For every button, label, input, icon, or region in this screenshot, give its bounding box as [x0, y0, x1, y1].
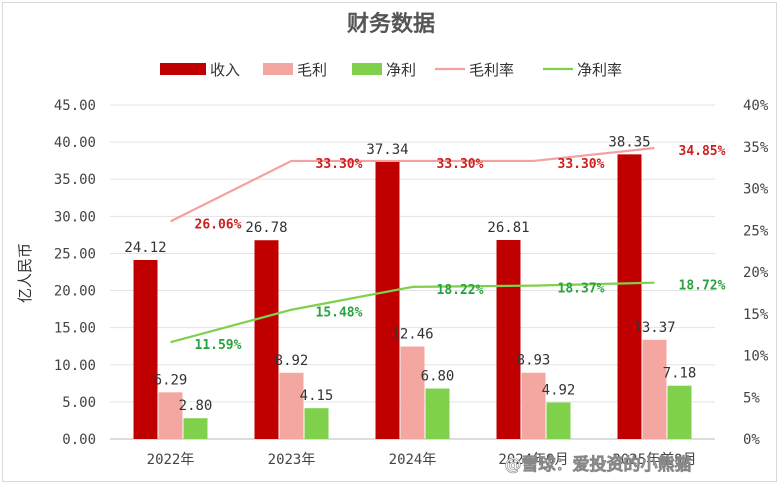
y-tick-label: 30.00	[54, 209, 96, 225]
rate-label: 15.48%	[316, 306, 363, 321]
legend-swatch-净利	[352, 63, 382, 75]
x-tick-label: 2025年前9月	[612, 451, 696, 468]
bar-毛利	[521, 372, 546, 439]
bar-label: 8.92	[275, 353, 309, 369]
rate-lines	[170, 146, 655, 344]
rate-label: 18.72%	[679, 279, 726, 294]
bar-label: 13.37	[633, 320, 675, 336]
bar-label: 6.80	[421, 369, 455, 385]
legend-label: 毛利率	[469, 61, 514, 79]
y2-tick-label: 10%	[743, 349, 769, 365]
rate-label: 33.30%	[316, 157, 363, 172]
bar-label: 4.92	[542, 382, 576, 398]
bar-收入	[133, 259, 158, 439]
y2-tick-label: 35%	[743, 140, 769, 156]
bar-毛利	[400, 346, 425, 439]
legend-label: 净利率	[577, 61, 622, 79]
y-tick-label: 20.00	[54, 284, 96, 300]
bar-label: 26.78	[245, 220, 287, 236]
bar-label: 38.35	[608, 134, 650, 150]
bar-净利	[304, 408, 329, 439]
x-tick-label: 2024年	[389, 452, 437, 468]
bar-label: 2.80	[179, 398, 213, 414]
rate-label: 18.22%	[437, 283, 484, 298]
bar-收入	[617, 154, 642, 439]
bar-label: 4.15	[300, 388, 334, 404]
y2-tick-label: 20%	[743, 265, 769, 281]
watermark: @雪球：爱投资的小熊猫	[505, 454, 692, 475]
data-labels: 24.12 26.78 37.34 26.81 38.35 6.29 8.92 12.46 8.…	[124, 134, 725, 414]
line-毛利率	[170, 146, 655, 223]
y-tick-label: 5.00	[62, 395, 96, 411]
x-tick-label: 2024年9月	[498, 452, 568, 468]
legend-swatch-毛利	[263, 63, 293, 75]
bar-label: 8.93	[517, 353, 551, 369]
y-tick-label: 35.00	[54, 172, 96, 188]
rate-label: 11.59%	[195, 338, 242, 353]
rate-label: 33.30%	[437, 157, 484, 172]
y-tick-label: 45.00	[54, 98, 96, 114]
bar-净利	[546, 402, 571, 439]
line-净利率	[170, 281, 655, 344]
bar-label: 12.46	[391, 327, 433, 343]
bar-label: 7.18	[663, 366, 697, 382]
bar-label: 24.12	[124, 240, 166, 256]
y2-tick-label: 0%	[743, 432, 760, 448]
y2-tick-label: 5%	[743, 390, 760, 406]
bar-毛利	[279, 372, 304, 439]
bar-净利	[425, 388, 450, 439]
bar-毛利	[158, 392, 183, 439]
bar-毛利	[642, 339, 667, 439]
rate-label: 34.85%	[679, 144, 726, 159]
bar-label: 26.81	[487, 220, 529, 236]
rate-label: 33.30%	[558, 157, 605, 172]
x-tick-label: 2023年	[268, 452, 316, 468]
legend-label: 毛利	[297, 61, 327, 79]
bar-净利	[667, 385, 692, 439]
bar-收入	[254, 240, 279, 439]
y-tick-label: 40.00	[54, 135, 96, 151]
bar-收入	[496, 240, 521, 439]
y2-tick-label: 15%	[743, 307, 769, 323]
y-tick-label: 0.00	[62, 432, 96, 448]
bar-净利	[183, 418, 208, 439]
chart-title: 财务数据	[347, 11, 435, 37]
bars	[133, 154, 692, 439]
legend-label: 收入	[210, 61, 240, 79]
y-axis-label: 亿人民币	[16, 243, 34, 303]
y2-tick-label: 25%	[743, 223, 769, 239]
legend-label: 净利	[386, 61, 416, 79]
bar-收入	[375, 161, 400, 439]
legend: 收入 毛利 净利 毛利率 净利率	[160, 61, 622, 79]
y-tick-label: 10.00	[54, 358, 96, 374]
y2-tick-label: 30%	[743, 182, 769, 198]
x-axis-ticks: 2022年 2023年 2024年 2024年9月 2025年前9月	[147, 451, 697, 468]
y-axis-ticks: 0.00 5.00 10.00 15.00 20.00 25.00 30.00 35.00 40…	[54, 98, 96, 448]
x-tick-label: 2022年	[147, 452, 195, 468]
bar-label: 37.34	[366, 142, 408, 158]
financial-chart: 财务数据 收入 毛利 净利 毛利率 净利率 0.00 5.00 10.00 15.00 20.0…	[16, 11, 769, 475]
bar-label: 6.29	[154, 372, 188, 388]
y2-axis-ticks: 0% 5% 10% 15% 20% 25% 30% 35% 40%	[743, 98, 769, 448]
rate-label: 18.37%	[558, 282, 605, 297]
legend-swatch-收入	[160, 63, 206, 75]
rate-label: 26.06%	[195, 217, 242, 232]
y-tick-label: 25.00	[54, 246, 96, 262]
y-tick-label: 15.00	[54, 321, 96, 337]
y2-tick-label: 40%	[743, 98, 769, 114]
